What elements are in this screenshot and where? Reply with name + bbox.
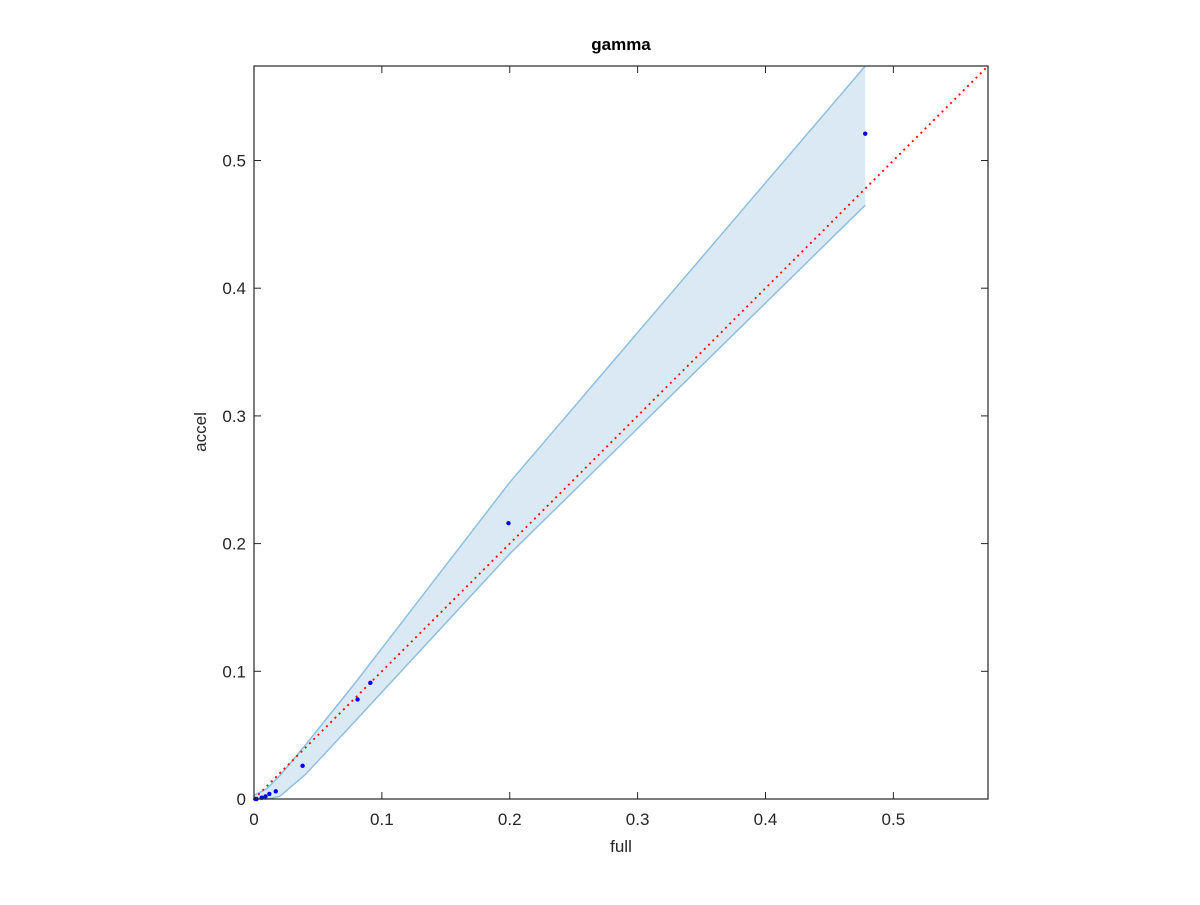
y-tick-label: 0.4 [222,279,246,298]
point [368,680,373,685]
x-tick-label: 0.2 [498,810,522,829]
band-upper [253,65,866,796]
y-axis-label: accel [191,412,210,452]
reference-line [253,65,989,800]
y-tick-label: 0.2 [222,535,246,554]
band-area [254,66,866,799]
y-tick-label: 0.3 [222,407,246,426]
point [355,697,360,702]
point [300,763,305,768]
point [863,131,868,136]
x-tick-label: 0.3 [626,810,650,829]
point [506,520,511,526]
y-tick-label: 0.5 [222,151,246,170]
plot-frame [253,65,989,800]
y-tick-label: 0 [237,790,246,809]
point [267,791,272,797]
x-tick-label: 0.5 [882,810,906,829]
x-tick-label: 0 [249,810,258,829]
x-tick-label: 0.4 [754,810,778,829]
point [263,794,268,799]
chart-title: gamma [591,35,651,54]
x-tick-label: 0.1 [370,810,394,829]
y-tick-label: 0.1 [222,662,246,681]
x-axis-label: full [610,837,632,856]
point [273,789,278,794]
